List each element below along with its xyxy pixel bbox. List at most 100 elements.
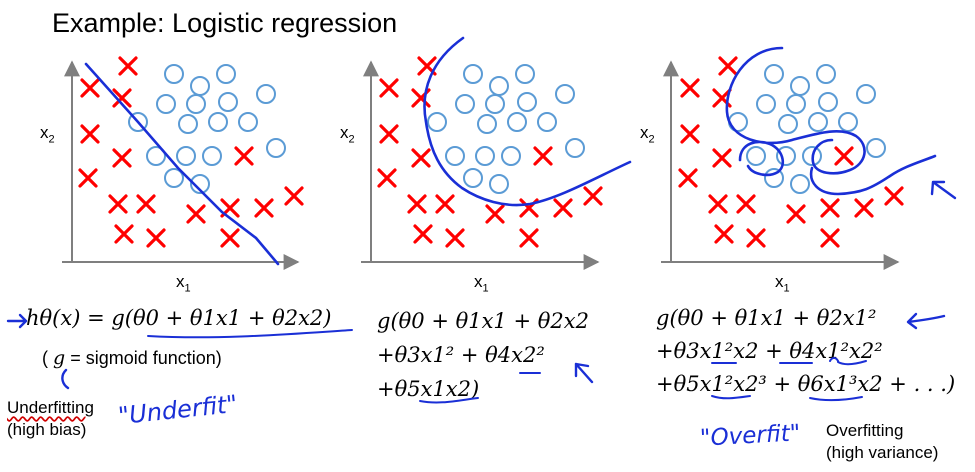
circle-marker bbox=[485, 94, 505, 114]
circle-marker bbox=[128, 112, 148, 132]
cross-marker bbox=[379, 78, 399, 98]
quadratic-decision-boundary bbox=[423, 36, 632, 207]
sigmoid-note: ( g = sigmoid function) bbox=[42, 347, 222, 369]
cross-marker bbox=[254, 198, 274, 218]
cross-marker bbox=[80, 124, 100, 144]
circle-marker bbox=[256, 84, 276, 104]
cross-marker bbox=[519, 228, 539, 248]
hypothesis-quadratic-line3: +θ5x1x2) bbox=[377, 377, 480, 401]
circle-marker bbox=[164, 64, 184, 84]
circle-marker bbox=[208, 112, 228, 132]
cross-marker bbox=[884, 186, 904, 206]
cross-marker bbox=[583, 186, 603, 206]
hypothesis-linear: hθ(x) = g(θ0 + θ1x1 + θ2x2) bbox=[26, 306, 332, 330]
cross-marker bbox=[678, 168, 698, 188]
cross-marker bbox=[714, 224, 734, 244]
cross-marker bbox=[413, 224, 433, 244]
slide-title: Example: Logistic regression bbox=[52, 8, 398, 38]
circle-marker bbox=[816, 64, 836, 84]
linear-decision-boundary bbox=[84, 62, 280, 266]
circle-marker bbox=[176, 146, 196, 166]
cross-marker bbox=[834, 146, 854, 166]
cross-marker bbox=[407, 194, 427, 214]
circle-marker bbox=[489, 76, 509, 96]
cross-marker bbox=[712, 148, 732, 168]
cross-marker bbox=[746, 228, 766, 248]
cross-marker bbox=[146, 228, 166, 248]
circle-marker bbox=[238, 112, 258, 132]
overfitting-label: Overfitting (high variance) bbox=[826, 421, 939, 462]
cross-marker bbox=[379, 124, 399, 144]
circle-marker bbox=[146, 146, 166, 166]
cross-marker bbox=[220, 228, 240, 248]
circle-marker bbox=[164, 168, 184, 188]
circle-marker bbox=[776, 146, 796, 166]
circle-marker bbox=[445, 146, 465, 166]
underfitting-label: Underfitting (high bias) bbox=[7, 398, 94, 439]
circle-marker bbox=[266, 138, 286, 158]
panel2-ylabel: x2 bbox=[340, 123, 355, 146]
cross-marker bbox=[533, 146, 553, 166]
circle-marker bbox=[764, 168, 784, 188]
cross-marker bbox=[485, 204, 505, 224]
circle-marker bbox=[463, 64, 483, 84]
cross-marker bbox=[820, 198, 840, 218]
panel1-ylabel: x2 bbox=[40, 123, 55, 146]
circle-marker bbox=[501, 146, 521, 166]
cross-marker bbox=[112, 148, 132, 168]
hypothesis-highorder-line1: g(θ0 + θ1x1 + θ2x1² bbox=[656, 306, 877, 330]
cross-marker bbox=[78, 168, 98, 188]
cross-marker bbox=[736, 194, 756, 214]
cross-marker bbox=[377, 168, 397, 188]
circle-marker bbox=[455, 94, 475, 114]
circle-marker bbox=[463, 168, 483, 188]
cross-marker bbox=[284, 186, 304, 206]
circle-marker bbox=[216, 64, 236, 84]
cross-marker bbox=[112, 88, 132, 108]
circle-marker bbox=[790, 76, 810, 96]
circle-marker bbox=[808, 112, 828, 132]
circle-marker bbox=[186, 94, 206, 114]
handwritten-arrows bbox=[6, 180, 957, 390]
cross-marker bbox=[114, 224, 134, 244]
cross-marker bbox=[708, 194, 728, 214]
circle-marker bbox=[515, 64, 535, 84]
cross-marker bbox=[553, 198, 573, 218]
circle-marker bbox=[489, 174, 509, 194]
cross-marker bbox=[234, 146, 254, 166]
cross-marker bbox=[854, 198, 874, 218]
circle-marker bbox=[537, 112, 557, 132]
panel2-xlabel: x1 bbox=[474, 272, 489, 295]
circle-marker bbox=[746, 146, 766, 166]
circle-marker bbox=[190, 76, 210, 96]
circle-marker bbox=[218, 92, 238, 112]
hypothesis-highorder-line2: +θ3x1²x2 + θ4x1²x2² bbox=[656, 339, 883, 363]
circle-marker bbox=[190, 174, 210, 194]
circle-marker bbox=[477, 114, 497, 134]
handwritten-underlines bbox=[147, 329, 867, 404]
cross-marker bbox=[445, 228, 465, 248]
cross-marker bbox=[186, 204, 206, 224]
panel3-xlabel: x1 bbox=[775, 272, 790, 295]
circle-marker bbox=[156, 94, 176, 114]
circle-marker bbox=[555, 84, 575, 104]
circle-marker bbox=[786, 94, 806, 114]
circle-marker bbox=[507, 112, 527, 132]
panel3-ylabel: x2 bbox=[640, 123, 655, 146]
cross-marker bbox=[820, 228, 840, 248]
panel1-xlabel: x1 bbox=[176, 272, 191, 295]
cross-marker bbox=[786, 204, 806, 224]
circle-marker bbox=[802, 146, 822, 166]
hypothesis-quadratic-line1: g(θ0 + θ1x1 + θ2x2 bbox=[377, 309, 589, 333]
circle-marker bbox=[790, 174, 810, 194]
circle-marker bbox=[202, 146, 222, 166]
cross-marker bbox=[680, 78, 700, 98]
circle-marker bbox=[778, 114, 798, 134]
circle-marker bbox=[517, 92, 537, 112]
cross-marker bbox=[718, 56, 738, 76]
circle-marker bbox=[475, 146, 495, 166]
circle-marker bbox=[178, 114, 198, 134]
cross-marker bbox=[108, 194, 128, 214]
overfit-decision-boundary bbox=[725, 46, 937, 196]
